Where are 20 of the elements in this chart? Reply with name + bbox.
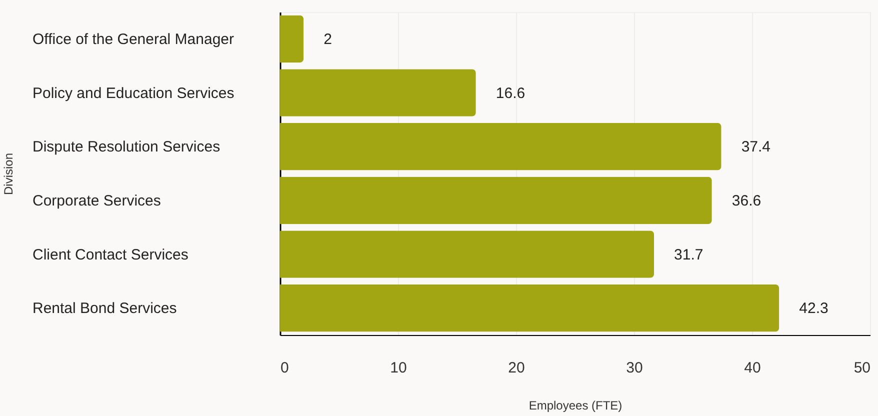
y-axis-title: Division (2, 152, 16, 196)
data-label: 2 (324, 30, 332, 48)
y-tick-label: Corporate Services (32, 192, 161, 210)
data-label: 42.3 (799, 300, 828, 318)
data-label: 37.4 (741, 138, 771, 156)
x-tick-label: 50 (854, 360, 870, 376)
y-tick-label: Policy and Education Services (32, 84, 234, 102)
data-label: 31.7 (674, 246, 704, 264)
x-tick-label: 40 (744, 360, 761, 376)
x-tick-label: 20 (508, 360, 525, 376)
y-tick-label: Office of the General Manager (32, 30, 234, 48)
data-label: 16.6 (496, 84, 526, 102)
x-tick-label: 0 (280, 360, 289, 376)
x-tick-label: 30 (626, 360, 643, 376)
y-tick-label: Client Contact Services (32, 246, 188, 264)
data-label: 36.6 (732, 192, 762, 210)
y-tick-label: Rental Bond Services (32, 300, 177, 318)
x-axis-title: Employees (FTE) (528, 398, 622, 412)
y-tick-label: Dispute Resolution Services (32, 138, 220, 156)
x-tick-label: 10 (390, 360, 407, 376)
